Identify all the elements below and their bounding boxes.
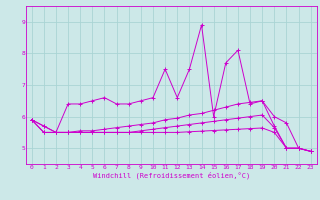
X-axis label: Windchill (Refroidissement éolien,°C): Windchill (Refroidissement éolien,°C) xyxy=(92,171,250,179)
